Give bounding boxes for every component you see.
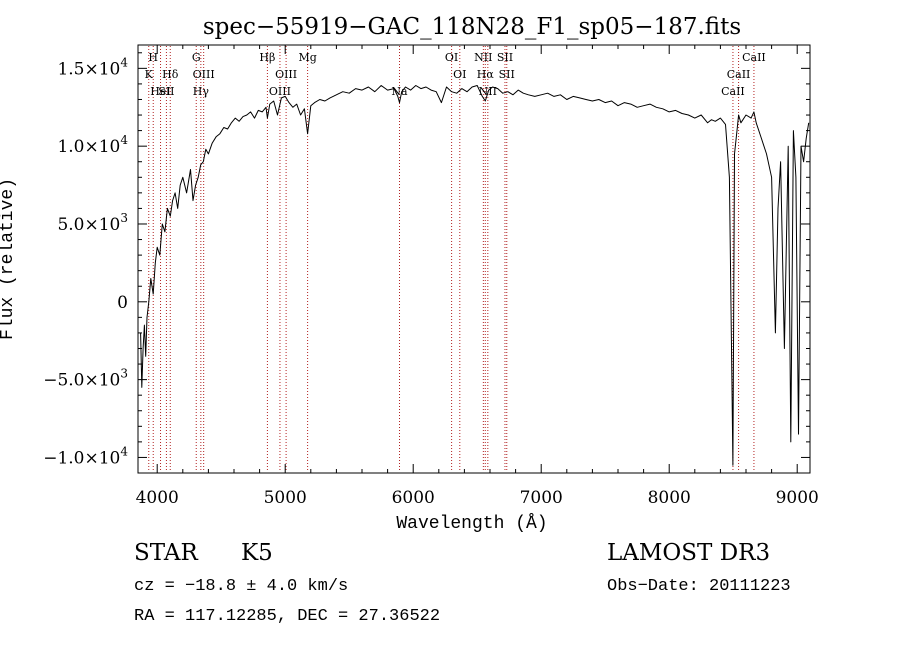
- spectral-line-label: OIII: [193, 68, 215, 81]
- spectral-line-label: OIII: [269, 85, 291, 98]
- chart-title: spec−55919−GAC_118N28_F1_sp05−187.fits: [203, 14, 741, 40]
- y-tick-label: 0: [117, 293, 128, 313]
- spectral-line-label: G: [192, 51, 201, 64]
- y-axis-ticks: 1.5×104 1.0×104 5.0×103 0 −5.0×103 −1.0×104: [43, 52, 810, 474]
- x-tick-label: 4000: [136, 488, 179, 508]
- object-class: STAR: [134, 540, 198, 566]
- x-tick-label: 8000: [648, 488, 691, 508]
- spectral-line-label: Hγ: [193, 85, 210, 98]
- spectral-line-label: NII: [474, 51, 492, 64]
- y-tick-label: 1.0×104: [57, 133, 128, 157]
- spectral-line-label: OI: [453, 68, 466, 81]
- y-tick-label: −5.0×103: [43, 367, 128, 391]
- spectral-line-label: Hβ: [259, 51, 275, 64]
- y-axis-label: Flux (relative): [0, 178, 18, 340]
- obs-date: Obs−Date: 20111223: [607, 577, 791, 596]
- y-tick-label: 5.0×103: [57, 211, 128, 235]
- spectral-line-label: SII: [497, 51, 513, 64]
- spectral-line-markers: [148, 46, 755, 472]
- spectral-line-label: SII: [158, 85, 174, 98]
- x-axis-ticks: 4000 5000 6000 7000 8000 9000: [136, 45, 819, 508]
- redshift-info: cz = −18.8 ± 4.0 km/s: [134, 577, 348, 596]
- plot-frame: [137, 44, 811, 474]
- spectral-line-label: CaII: [727, 68, 751, 81]
- spectral-line-label: HeI: [150, 85, 170, 98]
- x-tick-label: 7000: [520, 488, 563, 508]
- spectral-line-label: K: [145, 68, 154, 81]
- survey-name: LAMOST DR3: [607, 540, 770, 566]
- spectrum-line: [140, 85, 810, 466]
- coordinates: RA = 117.12285, DEC = 27.36522: [134, 607, 440, 626]
- spectral-line-label: H: [148, 51, 158, 64]
- spectral-line-label: OIII: [275, 68, 297, 81]
- y-tick-label: 1.5×104: [57, 55, 128, 79]
- x-tick-label: 6000: [392, 488, 435, 508]
- spectral-line-label: Hδ: [162, 68, 179, 81]
- x-tick-label: 9000: [776, 488, 819, 508]
- spectral-line-label: Mg: [298, 51, 316, 64]
- spectral-line-label: SII: [499, 68, 515, 81]
- spectral-line-label: CaII: [721, 85, 745, 98]
- spectral-line-label: CaII: [742, 51, 766, 64]
- x-tick-label: 5000: [264, 488, 307, 508]
- y-tick-label: −1.0×104: [43, 444, 128, 468]
- spectral-line-label: Hα: [477, 68, 495, 81]
- spectral-line-label: OI: [445, 51, 458, 64]
- spectral-line-labels: KHHeISIIHδGHγOIIIHβOIIIOIIIMgNaOIOINIIHα…: [145, 51, 766, 98]
- object-subclass: K5: [241, 540, 273, 566]
- x-axis-label: Wavelength (Å): [396, 513, 547, 534]
